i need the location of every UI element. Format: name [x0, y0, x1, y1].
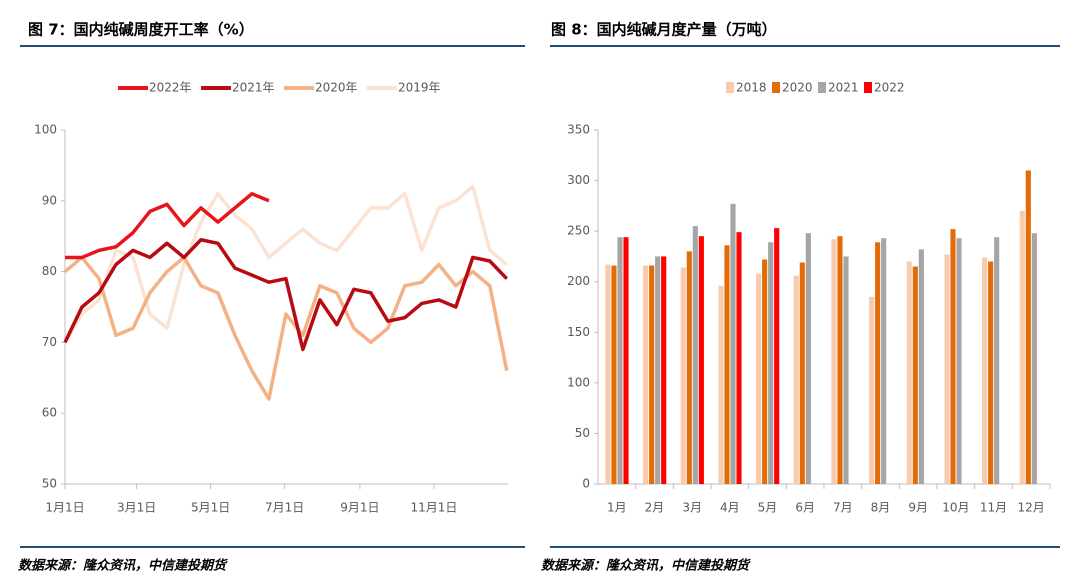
bar: [718, 285, 724, 484]
y-tick-label: 100: [34, 123, 57, 137]
bar: [686, 251, 692, 484]
y-tick-label: 70: [42, 335, 57, 349]
legend-swatch: [818, 82, 826, 93]
bar: [756, 273, 762, 484]
x-tick-label: 1月: [607, 501, 627, 515]
bar: [869, 296, 875, 484]
bar: [843, 256, 849, 484]
bar: [730, 203, 736, 484]
bar: [774, 228, 780, 484]
x-tick-label: 10月: [942, 501, 969, 515]
bar: [837, 236, 843, 484]
x-tick-label: 5月1日: [191, 501, 230, 515]
y-tick-label: 80: [42, 264, 57, 278]
bar: [643, 265, 649, 484]
bar: [724, 245, 730, 484]
bar: [655, 256, 661, 484]
bar: [1025, 170, 1031, 484]
bar: [605, 264, 611, 484]
bar: [762, 259, 768, 484]
y-tick-label: 50: [42, 477, 57, 491]
bar: [661, 256, 667, 484]
legend-label: 2018: [736, 81, 767, 95]
source: 数据来源：隆众资讯，中信建投期货: [541, 558, 751, 574]
x-tick-label: 8月: [871, 501, 891, 515]
legend-swatch: [772, 82, 780, 93]
x-tick-label: 5月: [758, 501, 778, 515]
x-tick-label: 1月1日: [45, 501, 84, 515]
bar: [736, 232, 742, 484]
x-tick-label: 7月1日: [265, 501, 304, 515]
bar: [875, 242, 881, 484]
legend-label: 2021: [828, 81, 859, 95]
chart-title: 图 7：国内纯碱周度开工率（%）: [28, 21, 254, 39]
x-tick-label: 9月: [908, 501, 928, 515]
bar: [918, 249, 924, 484]
bar: [950, 229, 956, 484]
x-tick-label: 11月: [980, 501, 1007, 515]
bar: [799, 262, 805, 484]
bar: [793, 275, 799, 484]
x-tick-label: 2月: [645, 501, 665, 515]
y-tick-label: 250: [567, 224, 590, 238]
bar: [912, 266, 918, 484]
x-tick-label: 3月1日: [117, 501, 156, 515]
legend-swatch: [864, 82, 872, 93]
bar: [611, 265, 617, 484]
bar: [944, 254, 950, 484]
bar: [881, 238, 887, 484]
legend-swatch: [726, 82, 734, 93]
legend-label: 2022: [874, 81, 905, 95]
series-line: [65, 191, 270, 260]
bar: [623, 237, 629, 484]
x-tick-label: 4月: [720, 501, 740, 515]
y-tick-label: 60: [42, 406, 57, 420]
bar: [805, 233, 811, 484]
y-tick-label: 100: [567, 375, 590, 389]
bar: [988, 261, 994, 484]
bar: [994, 237, 1000, 484]
y-tick-label: 200: [567, 274, 590, 288]
x-tick-label: 6月: [795, 501, 815, 515]
legend-label: 2022年: [149, 81, 192, 95]
y-tick-label: 300: [567, 173, 590, 187]
bar: [649, 265, 655, 484]
legend-label: 2019年: [398, 81, 441, 95]
bar: [831, 239, 837, 484]
bar: [768, 242, 774, 484]
bar: [692, 226, 698, 485]
series-line: [63, 237, 509, 352]
x-tick-label: 12月: [1018, 501, 1045, 515]
source: 数据来源：隆众资讯，中信建投期货: [18, 558, 228, 574]
bar: [906, 261, 912, 484]
bar: [982, 257, 988, 484]
chart-title: 图 8：国内纯碱月度产量（万吨）: [551, 21, 777, 39]
x-tick-label: 7月: [833, 501, 853, 515]
bar: [1019, 210, 1025, 484]
y-tick-label: 90: [42, 193, 57, 207]
legend-label: 2020: [782, 81, 813, 95]
y-tick-label: 350: [567, 123, 590, 137]
y-tick-label: 50: [575, 426, 590, 440]
x-tick-label: 3月: [682, 501, 702, 515]
y-tick-label: 0: [582, 477, 590, 491]
bar: [1031, 233, 1037, 484]
series-line: [63, 255, 509, 401]
bar: [698, 236, 704, 484]
bar: [956, 238, 962, 484]
bar: [617, 237, 623, 484]
x-tick-label: 11月1日: [411, 501, 458, 515]
y-tick-label: 150: [567, 325, 590, 339]
bar: [680, 267, 686, 484]
legend-label: 2020年: [315, 81, 358, 95]
x-tick-label: 9月1日: [340, 501, 379, 515]
legend-label: 2021年: [232, 81, 275, 95]
series-line: [63, 184, 508, 344]
